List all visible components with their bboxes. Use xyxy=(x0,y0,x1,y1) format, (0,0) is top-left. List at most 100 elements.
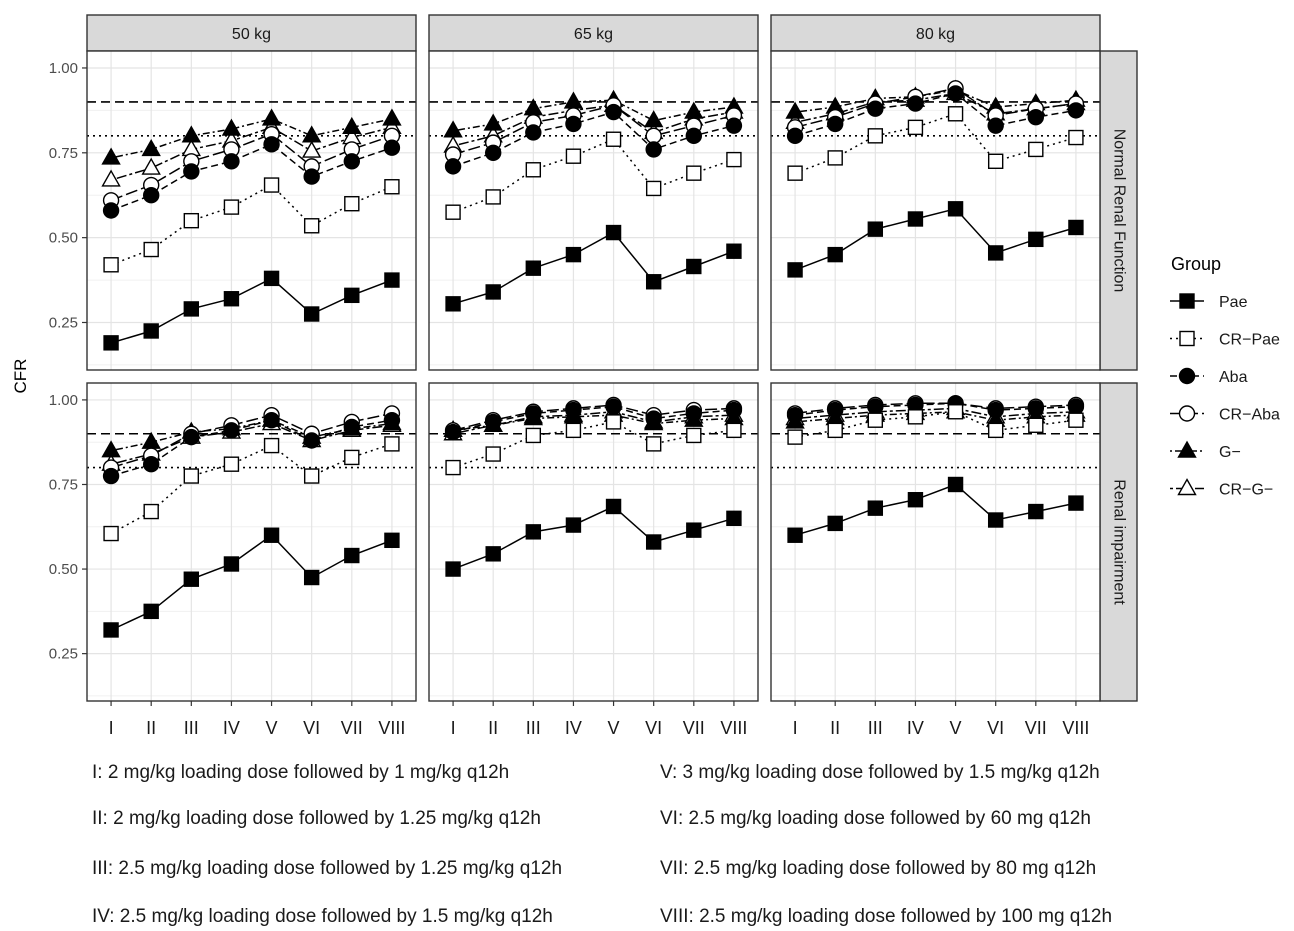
point-pae xyxy=(384,532,400,549)
panel-background xyxy=(429,383,758,701)
point-cr-pae xyxy=(726,422,742,439)
point-g xyxy=(483,113,503,131)
point-cr-pae xyxy=(344,196,360,212)
point-pae xyxy=(645,274,662,290)
point-pae xyxy=(445,296,461,312)
x-tick-label: VIII xyxy=(720,718,747,738)
panel-border xyxy=(86,50,417,371)
panel-border xyxy=(770,50,1101,371)
point-pae xyxy=(907,211,924,227)
x-tick-label: V xyxy=(266,718,278,738)
point-cr-pae xyxy=(1028,417,1044,433)
point-aba xyxy=(987,117,1004,134)
point-aba xyxy=(383,412,401,429)
x-tick-label: III xyxy=(868,718,883,738)
point-aba xyxy=(605,103,622,121)
point-cr-pae xyxy=(686,427,702,444)
x-tick-label: VII xyxy=(341,718,363,738)
y-axis-title: CFR xyxy=(11,359,30,394)
x-tick-label: VII xyxy=(683,718,705,738)
point-pae xyxy=(384,272,400,288)
point-pae xyxy=(947,476,964,493)
panel-background xyxy=(429,51,758,370)
legend-key-marker-g xyxy=(1177,440,1197,458)
point-g xyxy=(101,440,121,458)
point-aba xyxy=(343,153,361,170)
point-pae xyxy=(947,201,964,217)
series-line-g xyxy=(110,118,393,159)
y-tick-label: 1.00 xyxy=(49,60,78,77)
point-cr-pae xyxy=(867,412,884,428)
point-aba xyxy=(142,455,160,473)
series-line-cr-pae xyxy=(794,112,1077,174)
point-pae xyxy=(1068,495,1084,511)
point-pae xyxy=(787,527,803,543)
point-cr-pae xyxy=(263,177,280,193)
point-aba xyxy=(142,187,160,204)
point-pae xyxy=(303,306,320,322)
point-pae xyxy=(565,517,582,533)
point-cr-pae xyxy=(384,179,400,195)
point-pae xyxy=(565,246,582,263)
legend: Group Pae CR−Pae Aba CR−Aba G− CR−G− xyxy=(1170,254,1280,499)
x-tick-label: III xyxy=(526,718,541,738)
x-tick-label: IV xyxy=(223,718,240,738)
point-aba xyxy=(685,127,703,145)
point-aba xyxy=(183,163,200,180)
x-tick-label: VI xyxy=(303,718,320,738)
point-aba xyxy=(645,141,662,158)
point-g xyxy=(443,120,463,138)
point-cr-pae xyxy=(344,449,360,466)
point-pae xyxy=(827,246,843,263)
point-cr-pae xyxy=(645,180,662,197)
legend-entry-cr-pae: CR−Pae xyxy=(1219,332,1280,349)
point-pae xyxy=(645,534,662,550)
point-cr-pae xyxy=(987,153,1004,169)
point-aba xyxy=(383,139,401,156)
point-aba xyxy=(1067,102,1085,119)
point-cr-pae xyxy=(1028,141,1044,158)
facet-strip-80-kg xyxy=(770,14,1101,52)
legend-key-marker-aba xyxy=(1178,367,1196,385)
point-aba xyxy=(525,124,542,141)
x-tick-label: I xyxy=(451,718,456,738)
y-tick-label: 0.25 xyxy=(49,314,78,331)
point-cr-g xyxy=(141,157,161,175)
point-aba xyxy=(1027,108,1045,126)
point-aba xyxy=(826,115,844,133)
point-aba xyxy=(987,401,1004,419)
legend-entry-aba: Aba xyxy=(1219,369,1248,386)
panel-renal-impairment-50-kg: 0.250.500.751.00I II III IV V VI VII VIII xyxy=(49,382,417,738)
point-cr-pae xyxy=(303,218,320,234)
legend-title: Group xyxy=(1171,254,1221,274)
point-pae xyxy=(143,323,159,339)
facet-strip-label-normal-renal-function: Normal Renal Function xyxy=(1110,129,1127,293)
point-pae xyxy=(525,524,542,540)
panel-normal-renal-function-65-kg xyxy=(428,50,759,371)
point-aba xyxy=(343,418,361,436)
point-pae xyxy=(525,260,542,276)
point-cr-pae xyxy=(183,468,200,484)
point-aba xyxy=(907,95,924,112)
legend-key-marker-pae xyxy=(1179,293,1195,309)
point-cr-pae xyxy=(223,199,240,215)
facet-strip-label-65-kg: 65 kg xyxy=(574,26,613,43)
point-cr-pae xyxy=(384,436,400,452)
x-tick-label: II xyxy=(146,718,156,738)
point-cr-pae xyxy=(103,525,119,542)
point-pae xyxy=(787,262,803,278)
point-pae xyxy=(143,603,159,620)
legend-entry-cr-g: CR−G− xyxy=(1219,482,1273,499)
point-cr-pae xyxy=(485,446,501,462)
point-cr-pae xyxy=(867,128,884,144)
point-cr-pae xyxy=(445,204,461,220)
legend-key-marker-cr-aba xyxy=(1178,405,1196,422)
panel-normal-renal-function-80-kg xyxy=(770,50,1101,371)
legend-entry-cr-aba: CR−Aba xyxy=(1219,407,1280,424)
y-tick-label: 1.00 xyxy=(49,392,78,409)
legend-entry-g: G− xyxy=(1219,444,1241,461)
point-pae xyxy=(1028,503,1044,520)
point-aba xyxy=(1067,398,1085,415)
panel-background xyxy=(87,51,416,370)
